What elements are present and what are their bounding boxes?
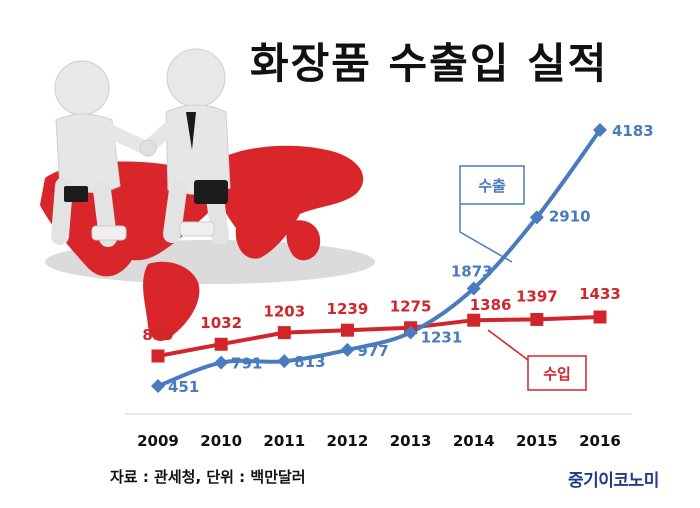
marker-import-2009 [151,349,165,363]
data-label-export-2015: 2910 [549,207,591,225]
illustration-businessmen [51,48,231,247]
data-label-export-2010: 791 [231,355,262,373]
marker-import-2010 [214,337,228,351]
data-label-export-2016: 4183 [612,122,654,140]
marker-import-2016 [593,310,607,324]
marker-export-2010 [214,355,229,370]
data-label-export-2011: 813 [294,353,325,371]
marker-import-2011 [277,326,291,340]
marker-export-2011 [277,354,292,369]
marker-import-2015 [530,312,544,326]
marker-export-2009 [151,379,165,393]
data-label-import-2016: 1433 [579,285,621,303]
source-note: 자료 : 관세청, 단위 : 백만달러 [110,468,306,486]
data-label-import-2011: 1203 [263,303,305,321]
brand-logo-text: 중기이코노미 [568,471,659,491]
data-label-import-2012: 1239 [327,300,369,318]
legend-export: 수출 [459,165,525,263]
x-tick-2016: 2016 [579,432,621,450]
marker-import-2012 [340,323,354,337]
x-tick-2013: 2013 [390,432,432,450]
x-tick-2012: 2012 [327,432,369,450]
data-label-export-2013: 1231 [421,328,463,346]
data-label-import-2010: 1032 [200,314,242,332]
x-tick-2010: 2010 [200,432,242,450]
marker-export-2014 [466,281,481,296]
legend-export-label: 수출 [478,177,506,195]
data-label-import-2014: 1386 [470,296,512,314]
x-tick-2011: 2011 [263,432,305,450]
x-tick-2015: 2015 [516,432,558,450]
marker-export-2015 [529,210,544,225]
x-tick-2009: 2009 [137,432,179,450]
data-label-export-2009: 451 [168,378,199,396]
legend-import-label: 수입 [543,365,571,383]
data-label-import-2015: 1397 [516,287,558,305]
marker-export-2016 [593,123,607,137]
marker-export-2013 [403,325,418,340]
data-label-import-2013: 1275 [390,298,432,316]
data-label-import-2009: 859 [142,326,173,344]
chart-title: 화장품 수출입 실적 [250,39,609,88]
series-line-import [157,315,601,358]
x-tick-2014: 2014 [453,432,495,450]
data-label-export-2014: 1873 [451,262,493,280]
data-label-export-2012: 977 [357,342,388,360]
marker-export-2012 [340,342,355,357]
marker-import-2014 [467,313,481,327]
legend-import: 수입 [487,329,587,391]
